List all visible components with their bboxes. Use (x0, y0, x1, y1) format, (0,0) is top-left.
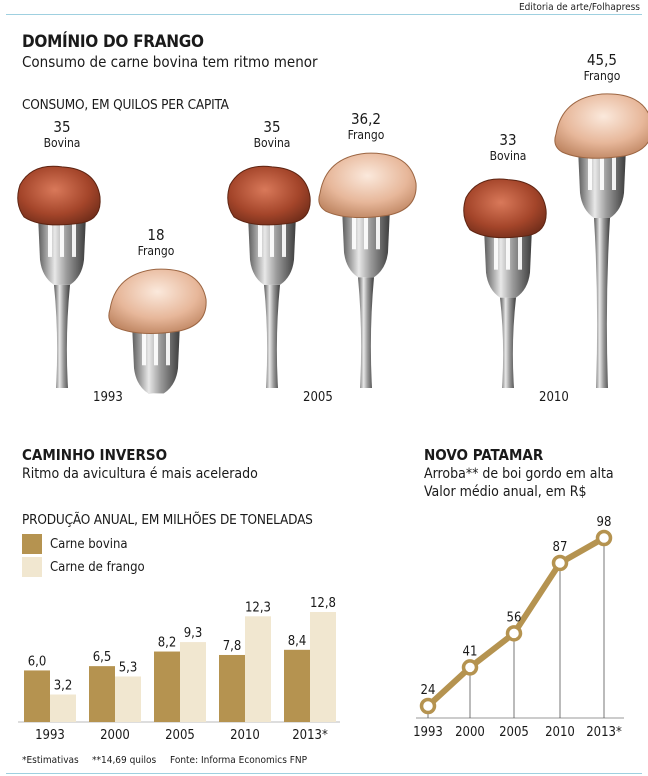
production-year-label: 2013* (292, 728, 328, 743)
consumption-value: 18 (147, 226, 165, 245)
consumption-series-name: Bovina (489, 148, 527, 163)
production-value-chicken-2000: 5,3 (119, 660, 138, 675)
production-bar-chicken-2000 (115, 676, 141, 722)
credit: Editoria de arte/Folhapress (518, 2, 640, 13)
price-value-2000: 41 (463, 644, 478, 659)
footnote-estimates: *Estimativas (22, 755, 79, 766)
production-value-beef-2000: 6,5 (93, 650, 112, 665)
consumption-chart (17, 93, 648, 394)
production-bar-chicken-2005 (180, 642, 206, 722)
legend-label-beef: Carne bovina (50, 537, 128, 552)
price-year-label: 2005 (499, 725, 529, 740)
footnote-source: Fonte: Informa Economics FNP (170, 755, 308, 766)
price-point-2010 (551, 554, 569, 572)
footnote-kilos: **14,69 quilos (92, 755, 157, 766)
production-value-chicken-2005: 9,3 (184, 626, 203, 641)
consumption-series-name: Bovina (43, 135, 81, 150)
production-bar-beef-2000 (89, 666, 115, 722)
production-year-label: 1993 (35, 728, 65, 743)
fork-beef-2010 (463, 178, 547, 388)
legend-label-chicken: Carne de frango (50, 560, 145, 575)
consumption-value-beef-2010: 33 Bovina (478, 132, 538, 164)
consumption-year-label: 1993 (93, 390, 123, 405)
top-rule (6, 14, 642, 15)
consumption-value: 35 (263, 117, 281, 136)
consumption-heading: CONSUMO, EM QUILOS PER CAPITA (22, 97, 229, 113)
consumption-value: 45,5 (586, 51, 618, 69)
production-year-label: 2010 (230, 728, 260, 743)
consumption-value: 36,2 (350, 110, 382, 129)
fork-chicken-2005 (318, 152, 417, 388)
consumption-value: 33 (499, 130, 517, 149)
consumption-year-label: 2005 (303, 390, 333, 405)
consumption-value-beef-1993: 35 Bovina (32, 119, 92, 151)
production-bar-beef-1993 (24, 670, 50, 722)
price-chart: 24 1993 41 2000 56 2005 87 2010 98 2013* (413, 515, 624, 740)
fork-beef-1993 (17, 165, 101, 388)
production-year-label: 2005 (165, 728, 195, 743)
page-subtitle: Consumo de carne bovina tem ritmo menor (22, 53, 318, 71)
production-section-title: CAMINHO INVERSO (22, 446, 168, 464)
consumption-value-chicken-2005: 36,2 Frango (336, 111, 396, 143)
consumption-value-beef-2005: 35 Bovina (242, 119, 302, 151)
consumption-value-chicken-2010: 45,5 Frango (572, 52, 632, 84)
production-value-beef-2013*: 8,4 (288, 634, 307, 649)
consumption-series-name: Frango (583, 69, 621, 83)
production-bar-beef-2013* (284, 649, 310, 722)
production-bar-chicken-2013* (310, 612, 336, 722)
price-point-2013* (595, 529, 613, 547)
page-title: DOMÍNIO DO FRANGO (22, 32, 204, 52)
price-year-label: 1993 (413, 725, 443, 740)
production-chart: 6,0 3,2 1993 6,5 5,3 2000 8,2 9,3 2005 7,8 12,3 201… (18, 596, 340, 743)
consumption-series-name: Bovina (253, 135, 291, 150)
production-heading: PRODUÇÃO ANUAL, EM MILHÕES DE TONELADAS (22, 512, 313, 528)
consumption-series-name: Frango (137, 244, 175, 259)
production-bar-chicken-2010 (245, 616, 271, 722)
consumption-series-name: Frango (347, 128, 385, 143)
consumption-year-label: 2010 (539, 390, 569, 405)
fork-chicken-2010 (554, 93, 648, 388)
production-bar-chicken-1993 (50, 694, 76, 722)
consumption-value-chicken-1993: 18 Frango (126, 227, 186, 259)
fork-chicken-1993 (108, 268, 207, 394)
fork-beef-2005 (227, 165, 311, 388)
production-value-chicken-2013*: 12,8 (310, 596, 336, 611)
production-section-subtitle: Ritmo da avicultura é mais acelerado (22, 466, 258, 482)
production-value-beef-2005: 8,2 (158, 636, 177, 651)
production-value-beef-2010: 7,8 (223, 639, 242, 654)
consumption-value: 35 (53, 117, 71, 136)
price-year-label: 2010 (545, 725, 575, 740)
price-year-label: 2013* (586, 725, 622, 740)
price-section-subtitle-1: Arroba** de boi gordo em alta (424, 466, 614, 482)
bottom-rule (6, 773, 642, 774)
production-bar-beef-2010 (219, 654, 245, 722)
price-point-1993 (419, 697, 437, 715)
production-value-chicken-1993: 3,2 (54, 679, 73, 694)
price-value-1993: 24 (421, 683, 436, 698)
production-bar-beef-2005 (154, 651, 180, 722)
production-value-beef-1993: 6,0 (28, 654, 47, 669)
price-value-2013*: 98 (597, 515, 612, 530)
legend-swatch-beef (22, 534, 42, 554)
price-section-title: NOVO PATAMAR (424, 446, 544, 464)
production-value-chicken-2010: 12,3 (245, 600, 271, 615)
price-value-2010: 87 (553, 540, 568, 555)
legend-swatch-chicken (22, 557, 42, 577)
production-year-label: 2000 (100, 728, 130, 743)
price-section-subtitle-2: Valor médio anual, em R$ (424, 484, 587, 500)
price-point-2000 (461, 659, 479, 676)
price-value-2005: 56 (507, 610, 522, 625)
price-point-2005 (505, 625, 523, 642)
price-year-label: 2000 (455, 725, 485, 740)
